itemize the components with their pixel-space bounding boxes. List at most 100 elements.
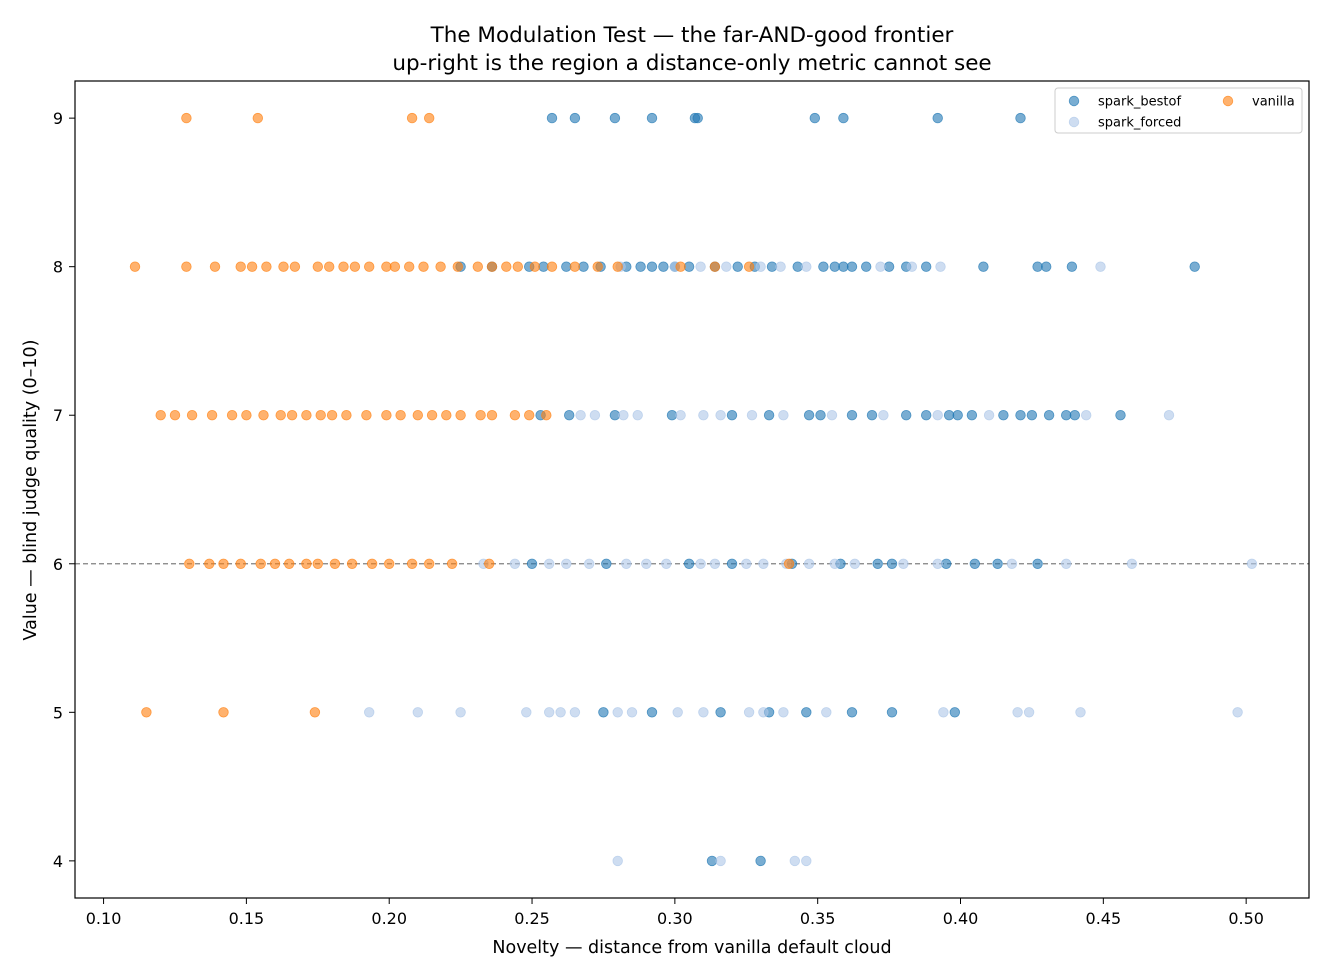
- data-point: [846, 707, 858, 718]
- data-point: [626, 707, 638, 718]
- data-point: [561, 558, 572, 570]
- data-point: [561, 261, 572, 272]
- data-point: [758, 707, 769, 718]
- data-point: [743, 261, 755, 272]
- data-point: [646, 707, 658, 718]
- data-point: [883, 261, 895, 272]
- data-point: [186, 410, 198, 421]
- data-point: [646, 112, 658, 124]
- data-point: [935, 261, 946, 272]
- data-point: [426, 410, 438, 421]
- data-point: [983, 410, 995, 421]
- x-tick-label: 0.30: [657, 909, 693, 928]
- data-point: [866, 410, 878, 421]
- data-point: [755, 855, 766, 867]
- data-point: [569, 261, 581, 272]
- data-point: [698, 707, 709, 718]
- y-tick-label: 7: [53, 406, 63, 425]
- data-point: [998, 410, 1009, 421]
- plot-area: 0.10 0.15 0.20 0.25 0.30 0.35 0.40 0.45 0.50 4 5 6 7…: [53, 80, 1310, 928]
- data-point: [635, 261, 646, 272]
- data-point: [901, 410, 912, 421]
- x-tick-label: 0.35: [800, 909, 836, 928]
- data-point: [475, 410, 486, 421]
- data-point: [312, 558, 324, 570]
- data-point: [978, 261, 989, 272]
- data-point: [278, 261, 289, 272]
- data-point: [792, 261, 803, 272]
- data-point: [184, 558, 195, 570]
- data-point: [826, 410, 838, 421]
- data-point: [509, 410, 521, 421]
- data-point: [758, 558, 769, 570]
- y-tick-label: 8: [53, 258, 63, 277]
- data-point: [546, 112, 558, 124]
- x-tick-label: 0.50: [1228, 909, 1264, 928]
- y-tick-label: 4: [53, 852, 63, 871]
- data-point: [1043, 410, 1055, 421]
- data-point: [246, 261, 258, 272]
- data-point: [381, 410, 392, 421]
- data-point: [181, 112, 192, 124]
- data-point: [726, 558, 738, 570]
- data-point: [815, 410, 826, 421]
- data-point: [484, 558, 495, 570]
- data-point: [829, 261, 841, 272]
- data-point: [404, 261, 415, 272]
- chart-subtitle: up-right is the region a distance-only m…: [392, 51, 991, 76]
- data-point: [546, 261, 558, 272]
- data-point: [326, 410, 338, 421]
- y-tick-label: 6: [53, 555, 63, 574]
- x-tick-label: 0.10: [86, 909, 122, 928]
- data-point: [683, 558, 695, 570]
- data-point: [746, 410, 758, 421]
- data-point: [389, 261, 401, 272]
- data-point: [424, 558, 435, 570]
- data-point: [555, 707, 566, 718]
- data-point: [943, 410, 955, 421]
- data-point: [932, 558, 943, 570]
- data-point: [395, 410, 406, 421]
- data-point: [1163, 410, 1175, 421]
- data-point: [1246, 558, 1258, 570]
- data-point: [675, 410, 686, 421]
- data-point: [209, 261, 221, 272]
- data-point: [886, 558, 898, 570]
- legend-label: spark_forced: [1098, 116, 1181, 131]
- data-point: [569, 112, 581, 124]
- data-point: [1023, 707, 1035, 718]
- data-point: [218, 707, 229, 718]
- data-point: [235, 558, 246, 570]
- data-point: [204, 558, 215, 570]
- data-point: [601, 558, 612, 570]
- data-point: [364, 707, 375, 718]
- data-point: [932, 112, 943, 124]
- data-point: [1026, 410, 1038, 421]
- data-point: [346, 558, 358, 570]
- data-point: [609, 112, 621, 124]
- data-point: [424, 112, 435, 124]
- data-point: [1115, 410, 1126, 421]
- data-point: [129, 261, 141, 272]
- data-point: [829, 558, 841, 570]
- data-point: [526, 558, 538, 570]
- data-point: [661, 558, 672, 570]
- y-tick-label: 9: [53, 109, 63, 128]
- data-point: [349, 261, 361, 272]
- data-point: [418, 261, 429, 272]
- data-point: [612, 261, 623, 272]
- data-point: [698, 410, 709, 421]
- data-point: [486, 410, 498, 421]
- data-point: [329, 558, 341, 570]
- data-point: [1069, 410, 1081, 421]
- data-point: [1032, 558, 1043, 570]
- data-point: [312, 261, 324, 272]
- data-point: [446, 558, 458, 570]
- x-tick-label: 0.20: [371, 909, 407, 928]
- data-point: [141, 707, 152, 718]
- data-point: [952, 410, 963, 421]
- data-point: [618, 410, 629, 421]
- data-point: [406, 558, 418, 570]
- series-spark_bestof: [455, 112, 1200, 867]
